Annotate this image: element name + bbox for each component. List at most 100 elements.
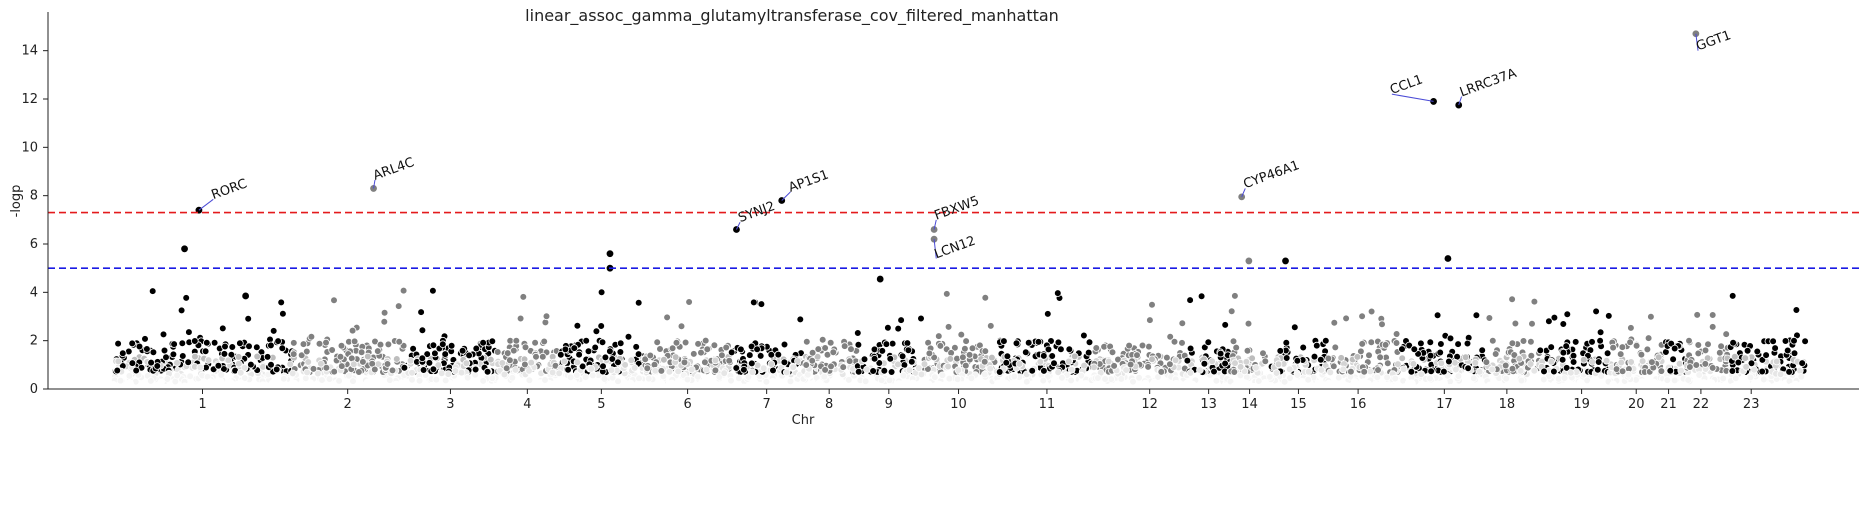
data-point: [1471, 358, 1480, 367]
data-point: [634, 350, 643, 358]
data-point: [1501, 361, 1510, 370]
data-point: [1347, 367, 1355, 376]
data-point: [582, 336, 590, 345]
data-point: [1588, 338, 1596, 346]
data-point: [646, 383, 654, 392]
data-point: [1569, 351, 1578, 360]
data-point: [444, 370, 453, 378]
significant-point: [241, 291, 250, 301]
gene-label: SYNJ2: [736, 199, 777, 226]
data-point: [1603, 349, 1612, 358]
data-point: [1700, 379, 1708, 387]
data-point: [601, 353, 610, 362]
data-point: [1571, 338, 1580, 346]
data-point: [1040, 352, 1048, 360]
x-tick-label: 23: [1743, 397, 1760, 412]
data-point: [884, 323, 892, 332]
data-point: [702, 365, 711, 374]
data-point: [1150, 378, 1158, 387]
data-point: [200, 384, 208, 393]
y-tick-label: 14: [21, 44, 38, 59]
data-point: [1684, 376, 1692, 384]
x-tick-label: 15: [1290, 397, 1307, 412]
data-point: [1010, 372, 1019, 381]
data-point: [247, 360, 255, 369]
data-point: [634, 298, 643, 307]
gene-label: CYP46A1: [1242, 158, 1302, 192]
data-point: [1785, 368, 1793, 376]
data-point: [958, 381, 966, 389]
data-point: [139, 384, 148, 393]
data-point: [1790, 349, 1799, 358]
data-point: [1259, 349, 1267, 358]
data-point: [191, 382, 200, 391]
data-point: [1360, 367, 1368, 376]
data-point: [1502, 374, 1510, 383]
data-point: [384, 340, 393, 349]
data-point: [1637, 350, 1646, 359]
data-point: [767, 360, 776, 368]
data-point: [1554, 384, 1562, 393]
data-point: [689, 350, 698, 358]
x-tick-label: 13: [1200, 397, 1217, 412]
x-tick-label: 22: [1693, 397, 1710, 412]
data-point: [1772, 357, 1781, 366]
data-point: [694, 340, 702, 348]
data-point: [418, 326, 427, 335]
data-point: [555, 369, 563, 378]
data-point: [1033, 383, 1041, 392]
data-point: [1693, 311, 1701, 319]
data-point: [1144, 363, 1152, 371]
data-point: [1536, 346, 1545, 355]
data-point: [1000, 337, 1008, 345]
data-point: [1163, 353, 1171, 362]
data-point: [1716, 348, 1724, 357]
data-point: [962, 337, 970, 345]
data-point: [1310, 352, 1319, 361]
data-point: [1436, 348, 1444, 357]
data-point: [349, 377, 357, 385]
data-point: [753, 345, 761, 354]
x-tick-label: 16: [1350, 397, 1367, 412]
data-point: [861, 377, 870, 386]
data-point: [1117, 375, 1126, 383]
data-point: [600, 375, 609, 383]
data-point: [1527, 351, 1536, 360]
data-point: [759, 364, 768, 373]
data-point: [541, 376, 549, 384]
data-point: [1383, 373, 1391, 382]
data-point: [988, 353, 996, 362]
data-point: [538, 352, 547, 361]
data-point: [597, 322, 605, 330]
data-point: [898, 352, 907, 361]
data-point: [1547, 343, 1555, 351]
data-point: [429, 286, 437, 295]
data-point: [269, 327, 278, 335]
data-point: [780, 340, 789, 349]
data-point: [745, 351, 754, 359]
data-point: [1734, 358, 1743, 367]
data-point: [632, 343, 640, 351]
data-point: [1104, 357, 1113, 366]
data-point: [182, 294, 191, 302]
data-point: [1229, 337, 1238, 346]
data-point: [272, 365, 281, 374]
data-point: [345, 371, 353, 380]
data-point: [1596, 336, 1604, 345]
data-point: [322, 363, 331, 372]
data-point: [277, 298, 286, 307]
data-point: [1398, 354, 1406, 363]
data-point: [267, 341, 275, 350]
data-point: [303, 368, 311, 377]
data-point: [904, 346, 913, 355]
data-point: [718, 384, 727, 392]
data-point: [1461, 353, 1470, 362]
data-point: [500, 370, 509, 379]
data-point: [917, 314, 925, 323]
data-point: [380, 308, 389, 317]
data-point: [178, 339, 187, 348]
data-point: [1427, 367, 1435, 376]
data-point: [322, 338, 330, 347]
data-point: [680, 358, 689, 367]
data-point: [1335, 373, 1343, 382]
